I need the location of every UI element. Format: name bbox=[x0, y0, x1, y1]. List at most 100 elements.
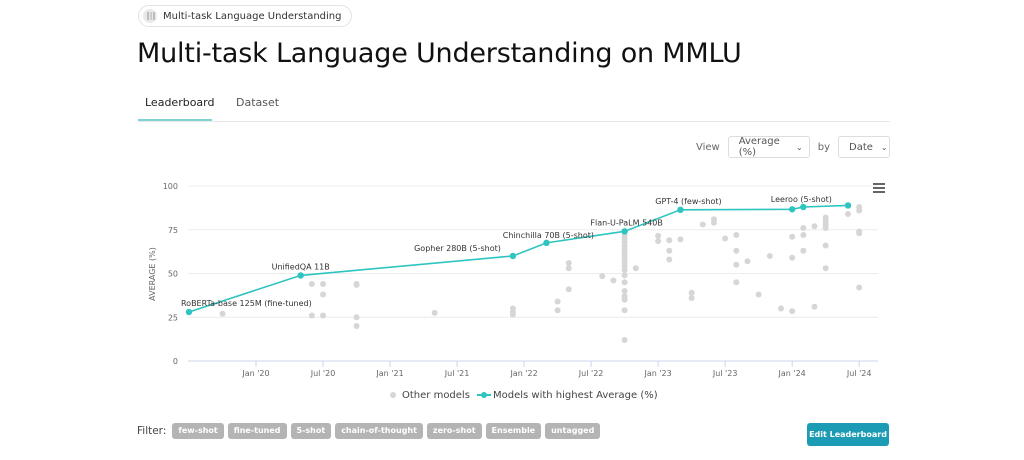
best-model-point[interactable] bbox=[543, 239, 550, 247]
other-model-point[interactable] bbox=[632, 265, 639, 272]
filter-tag-untagged[interactable]: untagged bbox=[545, 423, 601, 439]
best-model-point[interactable] bbox=[297, 272, 304, 279]
other-model-point[interactable] bbox=[666, 247, 673, 254]
chart-legend: Other models Models with highest Average… bbox=[390, 390, 658, 401]
other-model-point[interactable] bbox=[688, 295, 695, 301]
filter-tag-zero-shot[interactable]: zero-shot bbox=[426, 423, 482, 439]
other-model-point[interactable] bbox=[755, 291, 762, 298]
other-model-point[interactable] bbox=[722, 235, 729, 242]
tab-dataset[interactable]: Dataset bbox=[236, 96, 280, 109]
best-model-point[interactable] bbox=[677, 206, 684, 213]
other-model-point[interactable] bbox=[710, 219, 717, 226]
best-model-point[interactable] bbox=[788, 206, 796, 213]
other-model-point[interactable] bbox=[610, 277, 617, 284]
other-model-point[interactable] bbox=[353, 314, 360, 321]
other-model-point[interactable] bbox=[733, 247, 740, 254]
other-model-point[interactable] bbox=[800, 232, 807, 238]
other-model-point[interactable] bbox=[565, 260, 572, 266]
filter-tag-few-shot[interactable]: few-shot bbox=[172, 423, 224, 439]
other-model-point[interactable] bbox=[621, 296, 628, 303]
best-models-series bbox=[185, 202, 852, 316]
other-models-legend-icon bbox=[390, 392, 396, 398]
other-model-point[interactable] bbox=[677, 236, 684, 243]
other-model-point[interactable] bbox=[789, 254, 796, 261]
other-model-point[interactable] bbox=[845, 211, 852, 217]
y-axis-title: AVERAGE (%) bbox=[148, 247, 157, 301]
best-model-point[interactable] bbox=[844, 202, 852, 209]
other-model-point[interactable] bbox=[308, 312, 315, 319]
best-model-point[interactable] bbox=[800, 203, 807, 211]
other-model-point[interactable] bbox=[811, 223, 818, 230]
filter-tag-5-shot[interactable]: 5-shot bbox=[290, 423, 332, 439]
other-model-point[interactable] bbox=[353, 281, 360, 288]
other-model-point[interactable] bbox=[621, 288, 628, 294]
other-model-point[interactable] bbox=[789, 308, 796, 315]
active-tab-indicator bbox=[138, 119, 212, 121]
other-model-point[interactable] bbox=[733, 261, 740, 268]
best-model-point[interactable] bbox=[509, 252, 517, 260]
other-model-point[interactable] bbox=[856, 284, 863, 291]
other-model-point[interactable] bbox=[800, 225, 807, 231]
y-tick-label: 25 bbox=[168, 313, 178, 322]
other-model-point[interactable] bbox=[800, 247, 807, 254]
other-model-point[interactable] bbox=[621, 307, 628, 314]
other-model-point[interactable] bbox=[308, 281, 315, 287]
other-model-point[interactable] bbox=[565, 286, 572, 293]
best-model-point[interactable] bbox=[621, 228, 628, 235]
other-model-point[interactable] bbox=[320, 291, 327, 298]
other-model-point[interactable] bbox=[353, 323, 360, 329]
by-label: by bbox=[817, 141, 830, 153]
other-model-point[interactable] bbox=[856, 207, 863, 214]
other-model-point[interactable] bbox=[811, 303, 818, 310]
other-model-point[interactable] bbox=[666, 237, 673, 244]
breadcrumb-chip[interactable]: Multi-task Language Understanding bbox=[138, 5, 352, 27]
other-model-point[interactable] bbox=[554, 307, 561, 314]
filter-tag-fine-tuned[interactable]: fine-tuned bbox=[227, 423, 287, 439]
chevron-down-icon: ⌄ bbox=[880, 142, 888, 152]
other-model-point[interactable] bbox=[733, 232, 740, 238]
best-model-label: RoBERTa-base 125M (fine-tuned) bbox=[181, 299, 312, 308]
other-model-point[interactable] bbox=[856, 230, 863, 237]
other-model-point[interactable] bbox=[699, 221, 706, 228]
chart-menu-icon[interactable] bbox=[873, 183, 885, 193]
view-by-select[interactable]: Date ⌄ bbox=[838, 136, 890, 158]
other-model-point[interactable] bbox=[320, 312, 327, 319]
best-model-point[interactable] bbox=[185, 308, 193, 316]
edit-leaderboard-button[interactable]: Edit Leaderboard bbox=[807, 423, 889, 446]
other-model-point[interactable] bbox=[766, 253, 773, 259]
tab-leaderboard[interactable]: Leaderboard bbox=[145, 96, 215, 109]
other-model-point[interactable] bbox=[789, 233, 796, 240]
other-model-point[interactable] bbox=[655, 232, 662, 239]
filter-tag-ensemble[interactable]: Ensemble bbox=[485, 423, 542, 439]
view-metric-select[interactable]: Average (%) ⌄ bbox=[727, 136, 810, 158]
x-tick-label: Jul '21 bbox=[444, 369, 470, 378]
other-model-point[interactable] bbox=[655, 238, 662, 245]
other-model-point[interactable] bbox=[666, 256, 673, 263]
other-model-point[interactable] bbox=[733, 279, 740, 286]
other-model-point[interactable] bbox=[219, 310, 226, 317]
other-model-point[interactable] bbox=[621, 279, 628, 286]
other-model-point[interactable] bbox=[621, 337, 628, 343]
other-model-point[interactable] bbox=[565, 265, 572, 272]
other-model-point[interactable] bbox=[822, 265, 829, 272]
page-title: Multi-task Language Understanding on MML… bbox=[137, 38, 742, 69]
other-model-point[interactable] bbox=[744, 258, 751, 265]
best-model-label: Chinchilla 70B (5-shot) bbox=[503, 231, 594, 240]
filter-tag-chain-of-thought[interactable]: chain-of-thought bbox=[335, 423, 423, 439]
legend-best[interactable]: Models with highest Average (%) bbox=[493, 390, 658, 401]
tab-bar: Leaderboard Dataset bbox=[138, 88, 890, 122]
other-model-point[interactable] bbox=[431, 309, 438, 316]
other-model-point[interactable] bbox=[621, 267, 628, 273]
other-model-point[interactable] bbox=[621, 272, 628, 279]
other-model-point[interactable] bbox=[688, 289, 695, 296]
other-model-point[interactable] bbox=[599, 273, 606, 280]
other-model-point[interactable] bbox=[509, 311, 516, 318]
best-model-label: UnifiedQA 11B bbox=[272, 262, 330, 271]
other-model-point[interactable] bbox=[822, 242, 829, 249]
other-model-point[interactable] bbox=[822, 225, 829, 231]
view-label: View bbox=[696, 141, 720, 153]
other-model-point[interactable] bbox=[554, 298, 561, 305]
legend-other[interactable]: Other models bbox=[402, 390, 470, 401]
other-model-point[interactable] bbox=[777, 305, 784, 312]
other-model-point[interactable] bbox=[320, 281, 327, 287]
